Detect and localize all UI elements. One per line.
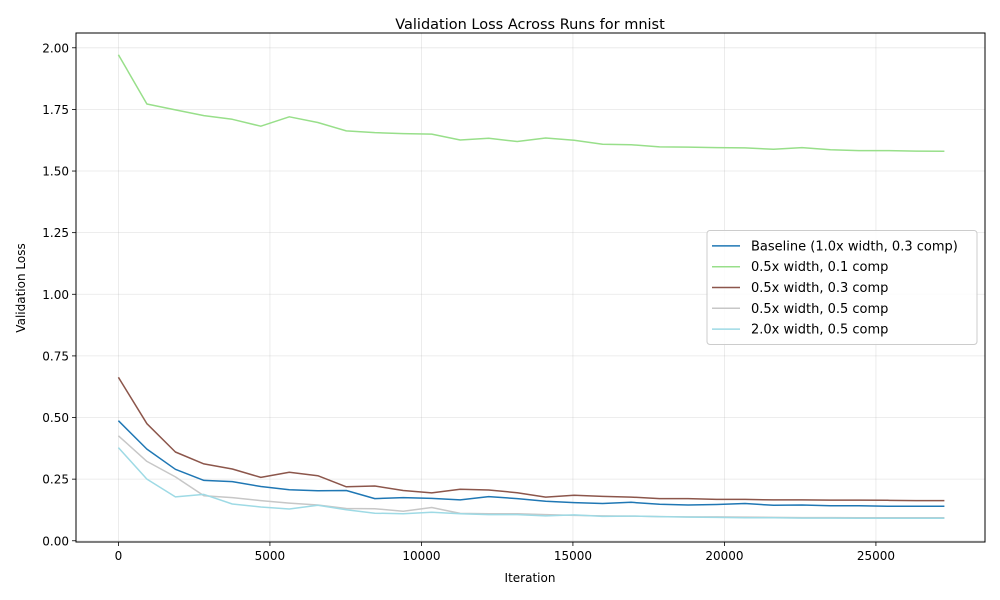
y-axis: 0.00 0.25 0.50 0.75 1.00 1.25 1.50 1.75 2.00 xyxy=(42,41,76,548)
x-tick-label: 25000 xyxy=(857,549,895,563)
x-axis-label: Iteration xyxy=(505,571,556,585)
chart-title: Validation Loss Across Runs for mnist xyxy=(395,17,665,33)
y-axis-label: Validation Loss xyxy=(14,243,28,332)
y-tick-label: 1.75 xyxy=(42,103,69,117)
y-tick-label: 0.25 xyxy=(42,473,69,487)
x-tick-label: 20000 xyxy=(705,549,743,563)
series-line-1 xyxy=(117,420,945,508)
x-tick-label: 10000 xyxy=(402,549,440,563)
series-line-5 xyxy=(117,447,945,520)
legend-entry: 0.5x width, 0.1 comp xyxy=(751,260,888,275)
x-tick-label: 5000 xyxy=(255,549,286,563)
y-tick-label: 1.25 xyxy=(42,226,69,240)
x-tick-label: 15000 xyxy=(554,549,592,563)
series-line-2 xyxy=(117,54,945,153)
y-tick-label: 0.50 xyxy=(42,411,69,425)
legend-box xyxy=(706,230,978,345)
y-tick-label: 2.00 xyxy=(42,41,69,55)
series-lines xyxy=(117,54,945,520)
x-axis: 0 5000 10000 15000 20000 25000 xyxy=(115,542,895,563)
plot-frame xyxy=(75,32,986,543)
legend-entry: 2.0x width, 0.5 comp xyxy=(751,323,888,338)
legend-entry: 0.5x width, 0.3 comp xyxy=(751,281,888,296)
y-tick-label: 1.50 xyxy=(42,165,69,179)
legend-entry: Baseline (1.0x width, 0.3 comp) xyxy=(751,239,958,254)
legend: Baseline (1.0x width, 0.3 comp) 0.5x widt… xyxy=(706,230,978,345)
series-line-3 xyxy=(117,376,945,502)
y-tick-label: 0.75 xyxy=(42,349,69,363)
x-tick-label: 0 xyxy=(115,549,123,563)
y-tick-label: 1.00 xyxy=(42,288,69,302)
y-tick-label: 0.00 xyxy=(42,534,69,548)
legend-entry: 0.5x width, 0.5 comp xyxy=(751,302,888,317)
